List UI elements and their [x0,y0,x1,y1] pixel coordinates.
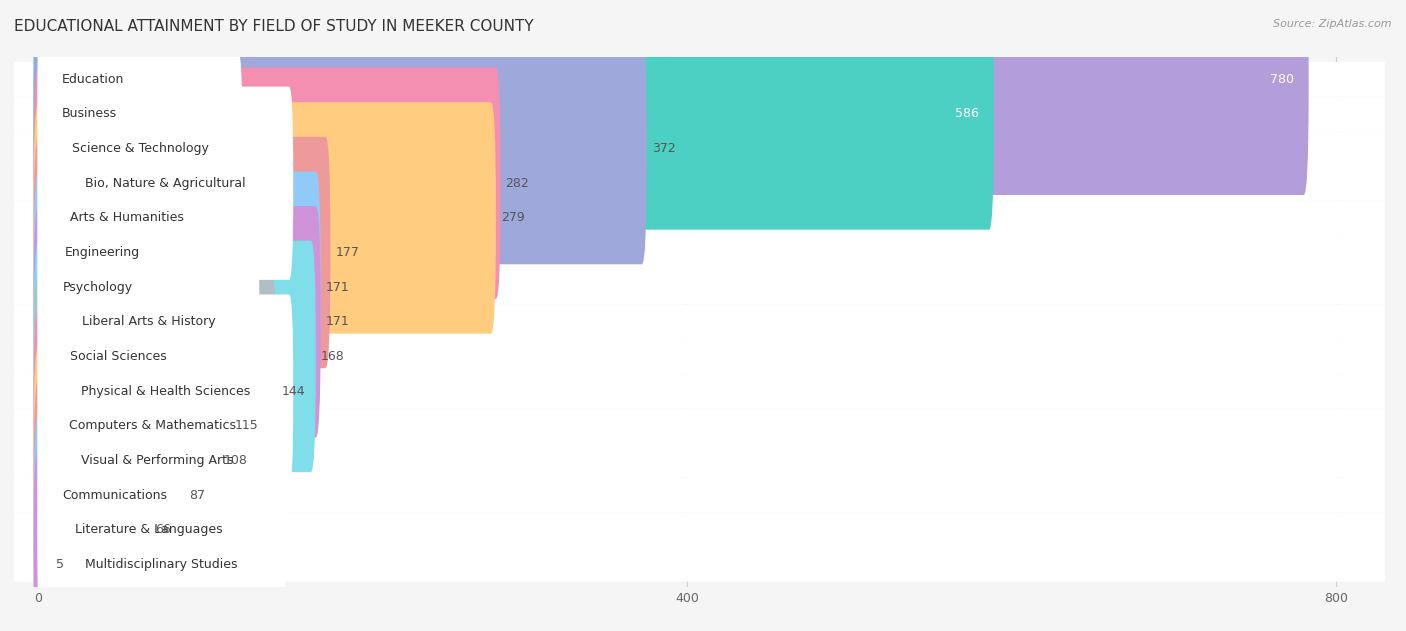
FancyBboxPatch shape [34,172,321,403]
Text: 168: 168 [321,350,344,363]
FancyBboxPatch shape [38,295,294,488]
FancyBboxPatch shape [14,97,1385,131]
FancyBboxPatch shape [38,86,294,280]
FancyBboxPatch shape [34,0,1309,195]
FancyBboxPatch shape [38,121,217,314]
Text: 780: 780 [1270,73,1294,86]
FancyBboxPatch shape [14,201,1385,235]
Text: Physical & Health Sciences: Physical & Health Sciences [80,385,250,398]
Text: EDUCATIONAL ATTAINMENT BY FIELD OF STUDY IN MEEKER COUNTY: EDUCATIONAL ATTAINMENT BY FIELD OF STUDY… [14,19,534,34]
Text: 108: 108 [224,454,247,467]
Text: 5: 5 [56,558,65,571]
FancyBboxPatch shape [38,17,141,211]
Text: 586: 586 [956,107,980,121]
FancyBboxPatch shape [34,449,52,631]
Text: Business: Business [62,107,117,121]
FancyBboxPatch shape [34,310,229,541]
Text: Communications: Communications [62,488,167,502]
Text: 66: 66 [155,523,172,536]
Text: Source: ZipAtlas.com: Source: ZipAtlas.com [1274,19,1392,29]
Text: Psychology: Psychology [63,281,132,293]
Text: Visual & Performing Arts: Visual & Performing Arts [80,454,233,467]
FancyBboxPatch shape [38,225,259,418]
FancyBboxPatch shape [38,52,242,245]
Text: 171: 171 [326,316,349,328]
FancyBboxPatch shape [38,260,200,453]
FancyBboxPatch shape [38,433,259,627]
Text: 115: 115 [235,419,259,432]
FancyBboxPatch shape [14,235,1385,270]
FancyBboxPatch shape [34,68,501,299]
FancyBboxPatch shape [38,329,267,522]
FancyBboxPatch shape [34,345,218,576]
FancyBboxPatch shape [38,156,166,349]
Text: Liberal Arts & History: Liberal Arts & History [82,316,215,328]
FancyBboxPatch shape [38,0,149,176]
FancyBboxPatch shape [14,408,1385,443]
Text: 144: 144 [281,385,305,398]
FancyBboxPatch shape [14,270,1385,305]
FancyBboxPatch shape [34,241,316,472]
Text: Social Sciences: Social Sciences [70,350,167,363]
FancyBboxPatch shape [14,131,1385,166]
Text: 282: 282 [506,177,530,190]
FancyBboxPatch shape [34,379,184,611]
FancyBboxPatch shape [34,33,647,264]
Text: 87: 87 [190,488,205,502]
Text: 177: 177 [335,246,359,259]
Text: 279: 279 [501,211,524,225]
Text: Education: Education [62,73,125,86]
FancyBboxPatch shape [34,206,321,437]
Text: Bio, Nature & Agricultural: Bio, Nature & Agricultural [86,177,246,190]
FancyBboxPatch shape [34,102,496,334]
FancyBboxPatch shape [14,62,1385,97]
FancyBboxPatch shape [38,398,191,592]
FancyBboxPatch shape [14,166,1385,201]
Text: Engineering: Engineering [65,246,139,259]
FancyBboxPatch shape [14,374,1385,408]
FancyBboxPatch shape [14,547,1385,582]
FancyBboxPatch shape [34,414,150,631]
FancyBboxPatch shape [14,339,1385,374]
FancyBboxPatch shape [38,363,277,557]
Text: 171: 171 [326,281,349,293]
FancyBboxPatch shape [34,137,330,369]
Text: Computers & Mathematics: Computers & Mathematics [69,419,236,432]
Text: 372: 372 [651,142,675,155]
FancyBboxPatch shape [34,0,994,230]
FancyBboxPatch shape [14,443,1385,478]
Text: Literature & Languages: Literature & Languages [75,523,222,536]
FancyBboxPatch shape [14,478,1385,512]
FancyBboxPatch shape [14,512,1385,547]
FancyBboxPatch shape [34,275,277,507]
FancyBboxPatch shape [38,191,157,384]
FancyBboxPatch shape [38,468,285,631]
FancyBboxPatch shape [14,305,1385,339]
Text: Arts & Humanities: Arts & Humanities [70,211,184,225]
Text: Science & Technology: Science & Technology [72,142,208,155]
Text: Multidisciplinary Studies: Multidisciplinary Studies [84,558,238,571]
